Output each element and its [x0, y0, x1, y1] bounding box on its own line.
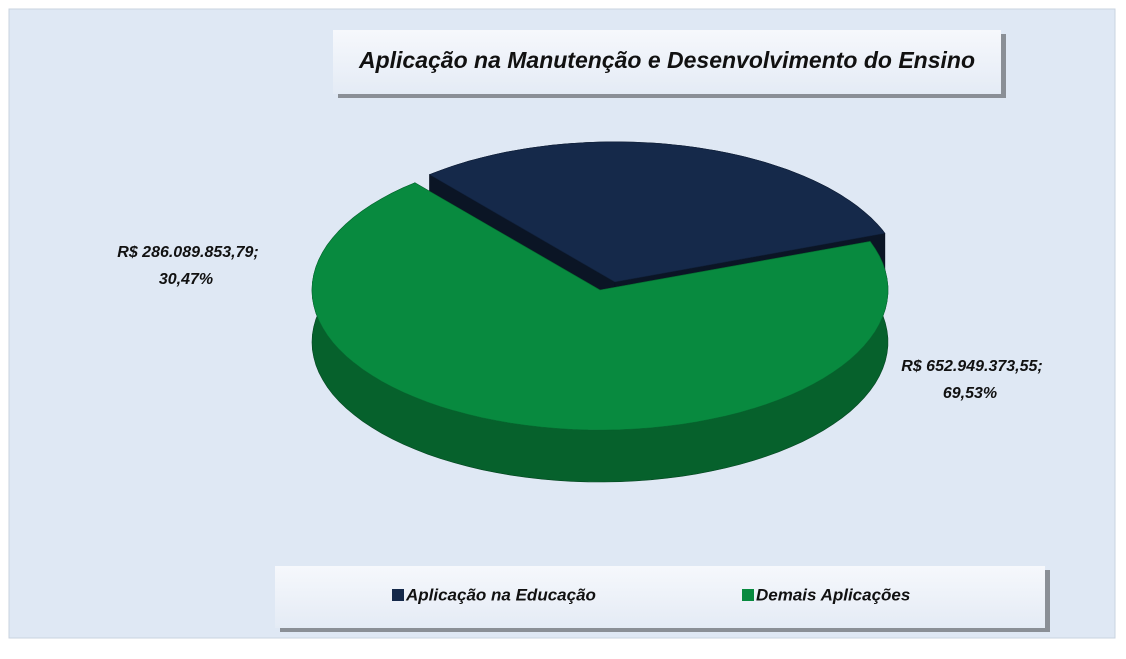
chart-title: Aplicação na Manutenção e Desenvolviment… — [358, 47, 975, 73]
slice — [428, 141, 886, 283]
pie — [311, 141, 889, 483]
data-label-percent: 30,47% — [159, 271, 213, 288]
data-label: R$ 286.089.853,79; — [117, 244, 258, 261]
slice — [311, 182, 889, 431]
legend-label: Aplicação na Educação — [405, 585, 596, 604]
data-label: R$ 652.949.373,55; — [901, 358, 1042, 375]
legend-label: Demais Aplicações — [756, 585, 910, 604]
legend-swatch — [742, 589, 754, 601]
legend-swatch — [392, 589, 404, 601]
title-box — [333, 30, 1001, 94]
legend-box — [275, 566, 1045, 628]
data-label-percent: 69,53% — [943, 385, 997, 402]
